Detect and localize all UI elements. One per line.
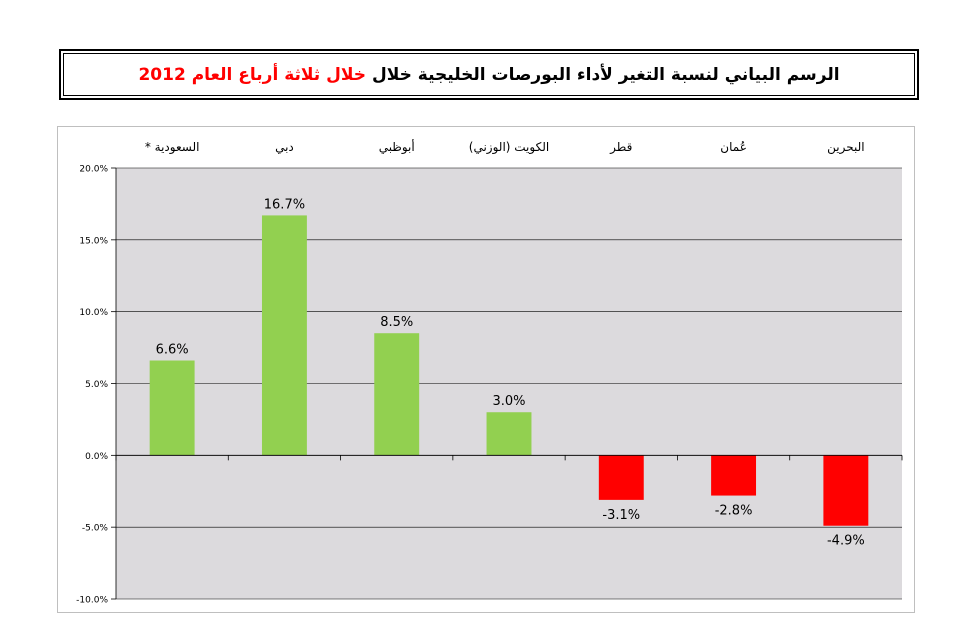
bar xyxy=(261,215,307,456)
bar xyxy=(711,455,757,496)
title-main: الرسم البياني لنسبة التغير لأداء البورصا… xyxy=(371,64,840,85)
data-label: -2.8% xyxy=(715,504,753,519)
category-label: أبوظبي xyxy=(379,139,415,155)
data-label: 6.6% xyxy=(156,343,189,358)
y-tick-label: -10.0% xyxy=(76,596,108,606)
category-label: الكويت (الوزني) xyxy=(469,140,549,155)
data-label: -4.9% xyxy=(827,534,865,549)
data-label: 16.7% xyxy=(264,197,305,212)
chart-title: الرسم البياني لنسبة التغير لأداء البورصا… xyxy=(63,53,915,96)
chart-frame: 20.0% 15.0% 10.0% 5.0% 0.0% -5.0% -10.0% السعود… xyxy=(57,126,915,613)
bar-chart: 20.0% 15.0% 10.0% 5.0% 0.0% -5.0% -10.0% السعود… xyxy=(76,139,903,606)
bar xyxy=(598,455,644,500)
data-label: 3.0% xyxy=(492,394,525,409)
category-label: دبي xyxy=(275,140,294,154)
bar xyxy=(149,360,195,456)
y-tick-label: 10.0% xyxy=(79,308,108,318)
bar xyxy=(486,412,532,456)
bar xyxy=(374,333,420,456)
y-tick-label: 15.0% xyxy=(79,236,108,246)
title-highlight: خلال ثلاثة أرباع العام 2012 xyxy=(138,64,367,85)
category-label: قطر xyxy=(609,140,632,155)
category-label: السعودية * xyxy=(145,140,200,155)
title-box: الرسم البياني لنسبة التغير لأداء البورصا… xyxy=(59,49,919,100)
y-tick-label: 5.0% xyxy=(85,380,108,390)
data-label: -3.1% xyxy=(602,508,640,523)
y-tick-label: 0.0% xyxy=(85,452,108,462)
category-label: البحرين xyxy=(827,140,864,155)
category-label: عُمان xyxy=(720,140,747,154)
data-label: 8.5% xyxy=(380,315,413,330)
bar xyxy=(823,455,869,526)
y-tick-label: -5.0% xyxy=(82,524,109,534)
y-tick-label: 20.0% xyxy=(79,165,108,175)
